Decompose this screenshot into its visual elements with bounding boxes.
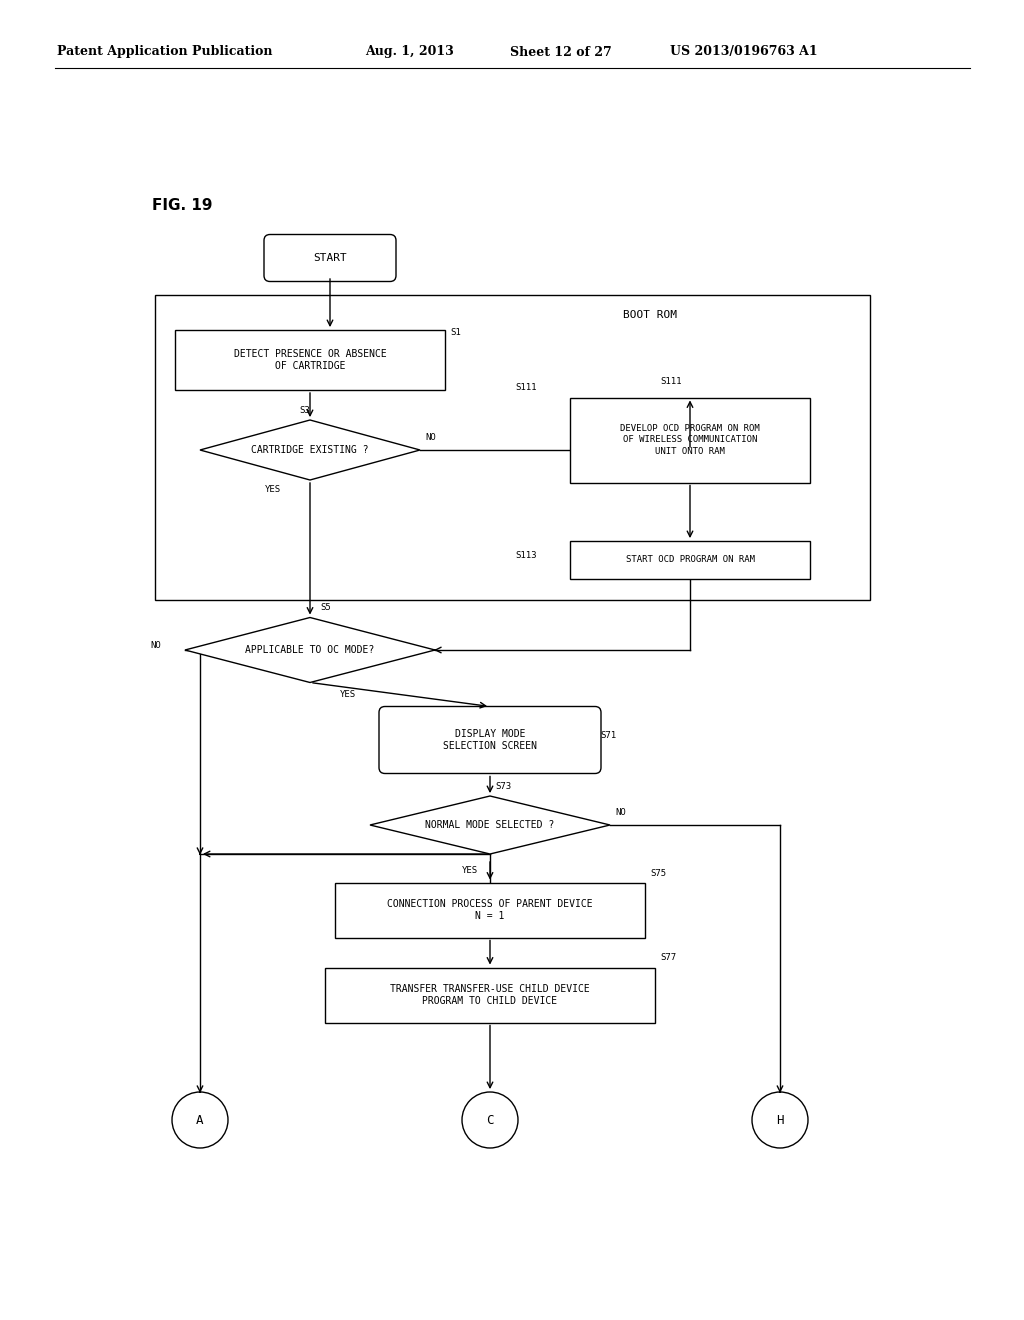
Text: H: H [776,1114,783,1126]
Text: FIG. 19: FIG. 19 [152,198,213,213]
Text: CARTRIDGE EXISTING ?: CARTRIDGE EXISTING ? [251,445,369,455]
FancyBboxPatch shape [325,968,655,1023]
Text: CONNECTION PROCESS OF PARENT DEVICE
N = 1: CONNECTION PROCESS OF PARENT DEVICE N = … [387,899,593,921]
Circle shape [752,1092,808,1148]
Text: S71: S71 [600,730,616,739]
Text: TRANSFER TRANSFER-USE CHILD DEVICE
PROGRAM TO CHILD DEVICE: TRANSFER TRANSFER-USE CHILD DEVICE PROGR… [390,983,590,1006]
Polygon shape [370,796,610,854]
Text: A: A [197,1114,204,1126]
Text: YES: YES [265,486,282,495]
FancyBboxPatch shape [175,330,445,389]
Text: S113: S113 [515,552,537,561]
Text: S77: S77 [660,953,676,962]
Circle shape [462,1092,518,1148]
FancyBboxPatch shape [264,235,396,281]
Polygon shape [185,618,435,682]
Text: BOOT ROM: BOOT ROM [623,310,677,319]
Text: DEVELOP OCD PROGRAM ON ROM
OF WIRELESS COMMUNICATION
UNIT ONTO RAM: DEVELOP OCD PROGRAM ON ROM OF WIRELESS C… [621,425,760,455]
Text: NO: NO [150,640,161,649]
Text: NORMAL MODE SELECTED ?: NORMAL MODE SELECTED ? [425,820,555,830]
Text: US 2013/0196763 A1: US 2013/0196763 A1 [670,45,817,58]
FancyBboxPatch shape [155,294,870,601]
FancyBboxPatch shape [570,397,810,483]
Text: Patent Application Publication: Patent Application Publication [57,45,272,58]
Text: S1: S1 [450,327,461,337]
Text: APPLICABLE TO OC MODE?: APPLICABLE TO OC MODE? [246,645,375,655]
Text: S111: S111 [660,376,682,385]
Text: S73: S73 [495,781,511,791]
Text: NO: NO [615,808,626,817]
Text: Sheet 12 of 27: Sheet 12 of 27 [510,45,611,58]
Text: START: START [313,253,347,263]
Text: Aug. 1, 2013: Aug. 1, 2013 [365,45,454,58]
Text: START OCD PROGRAM ON RAM: START OCD PROGRAM ON RAM [626,556,755,565]
Text: S75: S75 [650,869,667,878]
Text: NO: NO [425,433,436,442]
Polygon shape [200,420,420,480]
Text: S111: S111 [515,384,537,392]
Text: S3: S3 [300,407,310,414]
FancyBboxPatch shape [570,541,810,579]
FancyBboxPatch shape [379,706,601,774]
Text: YES: YES [340,690,356,700]
Text: S5: S5 [319,603,331,612]
Text: DISPLAY MODE
SELECTION SCREEN: DISPLAY MODE SELECTION SCREEN [443,729,537,751]
Text: C: C [486,1114,494,1126]
FancyBboxPatch shape [335,883,645,937]
Circle shape [172,1092,228,1148]
Text: YES: YES [462,866,478,875]
Text: DETECT PRESENCE OR ABSENCE
OF CARTRIDGE: DETECT PRESENCE OR ABSENCE OF CARTRIDGE [233,348,386,371]
